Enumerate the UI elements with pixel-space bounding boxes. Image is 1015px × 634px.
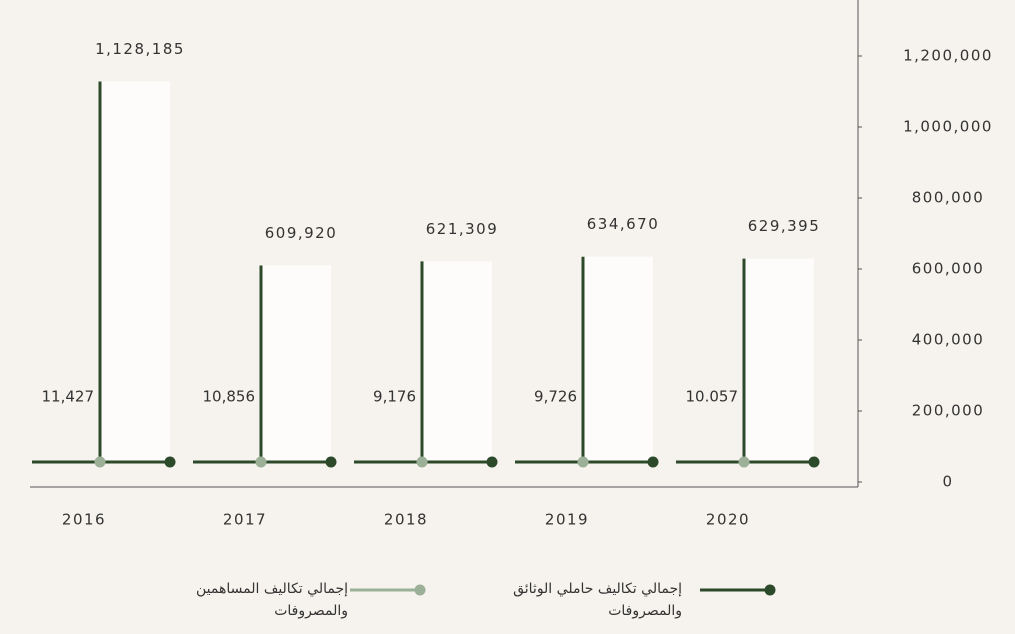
x-tick-label: 2018 <box>384 511 428 529</box>
data-label: 11,427 <box>42 388 95 406</box>
data-label: 9,176 <box>373 388 416 406</box>
data-label: 634,670 <box>587 215 660 233</box>
dot <box>738 456 750 468</box>
bar <box>261 265 331 462</box>
bar <box>744 258 814 462</box>
x-tick-label: 2017 <box>223 511 267 529</box>
dot <box>486 456 498 468</box>
data-label: 629,395 <box>748 217 821 235</box>
y-tick-label: 800,000 <box>912 189 985 207</box>
dot <box>255 456 267 468</box>
x-tick-label: 2016 <box>62 511 106 529</box>
y-tick-label: 200,000 <box>912 402 985 420</box>
data-label: 621,309 <box>426 220 499 238</box>
bar <box>100 81 170 462</box>
legend-label: إجمالي تكاليف حاملي الوثائق والمصروفات <box>513 581 682 619</box>
y-tick-label: 600,000 <box>912 260 985 278</box>
dot <box>325 456 337 468</box>
x-tick-label: 2019 <box>545 511 589 529</box>
dot <box>164 456 176 468</box>
dot <box>416 456 428 468</box>
dot <box>94 456 106 468</box>
bar <box>583 256 653 462</box>
dot <box>577 456 589 468</box>
y-tick-label: 400,000 <box>912 331 985 349</box>
legend-label: إجمالي تكاليف المساهمين والمصروفات <box>196 581 348 619</box>
data-label: 1,128,185 <box>95 40 185 58</box>
dot <box>808 456 820 468</box>
legend-marker <box>414 584 426 596</box>
y-tick-label: 0 <box>942 473 953 491</box>
y-tick-label: 1,000,000 <box>903 118 993 136</box>
dot <box>647 456 659 468</box>
data-label: 609,920 <box>265 224 338 242</box>
data-label: 9,726 <box>534 388 577 406</box>
bar <box>422 261 492 462</box>
legend-marker <box>764 584 776 596</box>
y-tick-label: 1,200,000 <box>903 47 993 65</box>
x-tick-label: 2020 <box>706 511 750 529</box>
data-label: 10.057 <box>686 388 739 406</box>
data-label: 10,856 <box>203 388 256 406</box>
